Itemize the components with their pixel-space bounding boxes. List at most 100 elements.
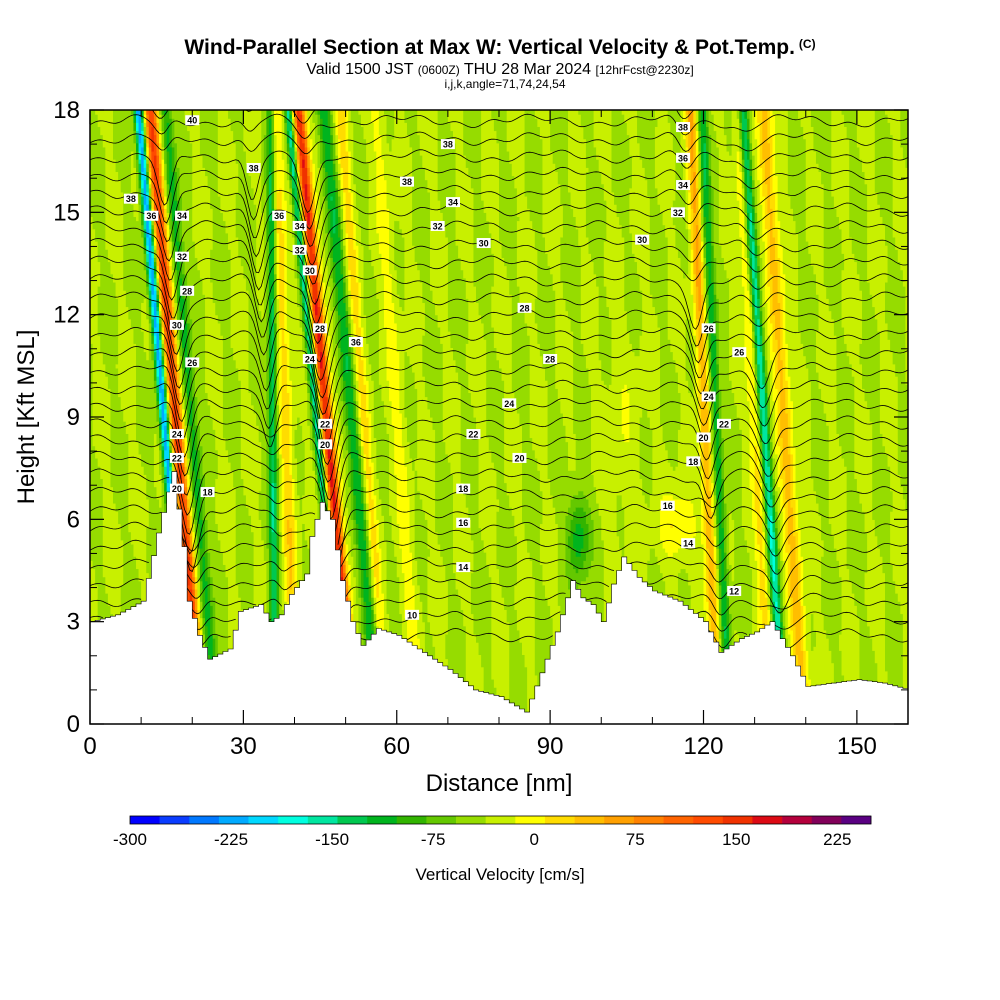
colorbar-swatch (456, 816, 486, 824)
contour-label: 32 (175, 251, 190, 262)
colorbar-swatch (485, 816, 516, 824)
colorbar-label: Vertical Velocity [cm/s] (415, 865, 584, 884)
contour-label-text: 30 (172, 320, 182, 330)
contour-label: 22 (466, 429, 481, 440)
contour-label: 20 (512, 452, 527, 463)
contour-label-bg (445, 197, 460, 208)
contour-label: 20 (318, 439, 333, 450)
colorbar-swatch (337, 816, 368, 824)
theta-contour-26 (90, 344, 908, 415)
colorbar-swatch (248, 816, 279, 824)
colorbar-swatch (367, 816, 398, 824)
contour-label-bg (246, 162, 261, 173)
contour-label-text: 22 (719, 419, 729, 429)
contour-label-bg (456, 517, 471, 528)
contour-label-text: 20 (698, 433, 708, 443)
contour-label: 40 (185, 115, 200, 126)
contour-label-text: 22 (172, 453, 182, 463)
contour-label-bg (512, 452, 527, 463)
contour-label: 30 (169, 319, 184, 330)
contour-label: 32 (292, 244, 307, 255)
theta-contour-35 (90, 185, 908, 248)
contour-label-text: 34 (448, 198, 458, 208)
contour-label-text: 18 (203, 488, 213, 498)
theta-contour-37 (90, 149, 908, 213)
contour-label-text: 36 (146, 211, 156, 221)
y-tick-label: 3 (67, 609, 80, 636)
theta-contour-27 (90, 326, 908, 399)
colorbar-swatch (307, 816, 338, 824)
contour-label-text: 34 (678, 181, 688, 191)
theta-contour-15 (90, 539, 908, 575)
contour-label: 36 (676, 152, 691, 163)
contour-label-text: 34 (295, 221, 305, 231)
colorbar: -300 -225 -150 -75 0 75 150 225 (113, 815, 872, 849)
contour-label: 26 (185, 357, 200, 368)
contour-label-bg (696, 432, 711, 443)
contour-label-text: 38 (678, 123, 688, 133)
contour-label: 26 (701, 323, 716, 334)
contour-label: 30 (476, 238, 491, 249)
contour-label: 36 (272, 210, 287, 221)
contour-label-bg (292, 220, 307, 231)
contour-label-text: 12 (729, 586, 739, 596)
contour-label-bg (169, 452, 184, 463)
colorbar-swatch (130, 816, 160, 824)
contour-label: 16 (660, 500, 675, 511)
theta-contour-38 (90, 131, 908, 155)
theta-contour-25 (90, 362, 908, 432)
contour-label-text: 16 (458, 518, 468, 528)
contour-label-text: 18 (688, 457, 698, 467)
contour-label-bg (313, 323, 328, 334)
contour-label-bg (169, 483, 184, 494)
colorbar-swatch (278, 816, 309, 824)
contour-label-bg (476, 238, 491, 249)
contour-label: 34 (676, 180, 691, 191)
contour-label-text: 24 (305, 355, 315, 365)
contour-label: 18 (456, 483, 471, 494)
contour-label: 10 (405, 609, 420, 620)
contour-label: 12 (727, 585, 742, 596)
theta-contour-20 (90, 450, 908, 521)
x-tick-label: 60 (383, 733, 410, 760)
contour-label: 14 (681, 538, 696, 549)
colorbar-swatch (841, 816, 872, 824)
colorbar-swatch (544, 816, 575, 824)
contour-label-bg (200, 487, 215, 498)
contour-label: 32 (430, 220, 445, 231)
contour-label-text: 28 (520, 303, 530, 313)
colorbar-swatch (604, 816, 635, 824)
contour-label: 36 (348, 336, 363, 347)
contour-label: 38 (123, 193, 138, 204)
copyright-mark: (C) (798, 37, 816, 51)
contour-label-text: 14 (683, 539, 693, 549)
contour-label: 30 (635, 234, 650, 245)
colorbar-swatch (782, 816, 813, 824)
contour-label-bg (543, 354, 558, 365)
x-tick-label: 30 (230, 733, 257, 760)
contour-label-text: 16 (663, 501, 673, 511)
y-tick-label: 9 (67, 404, 80, 431)
colorbar-tick-label: -150 (315, 830, 349, 849)
contour-label-text: 30 (637, 235, 647, 245)
contour-label-bg (292, 244, 307, 255)
contour-label-bg (318, 439, 333, 450)
contour-label: 34 (292, 220, 307, 231)
y-tick-label: 12 (53, 302, 80, 329)
contour-label-text: 20 (320, 440, 330, 450)
colorbar-tick-label: -225 (214, 830, 248, 849)
contour-label: 16 (456, 517, 471, 528)
colorbar-tick-label: 0 (529, 830, 538, 849)
theta-contour-33 (90, 220, 908, 285)
contour-label: 28 (180, 285, 195, 296)
contour-label: 24 (169, 429, 184, 440)
contour-label-bg (686, 456, 701, 467)
contour-label-text: 34 (177, 211, 187, 221)
theta-contour-39 (90, 113, 908, 140)
contour-label: 34 (445, 197, 460, 208)
contour-label: 28 (313, 323, 328, 334)
contour-label: 38 (440, 139, 455, 150)
theta-contour-29 (90, 291, 908, 363)
contour-label-bg (701, 391, 716, 402)
contour-label-bg (670, 207, 685, 218)
